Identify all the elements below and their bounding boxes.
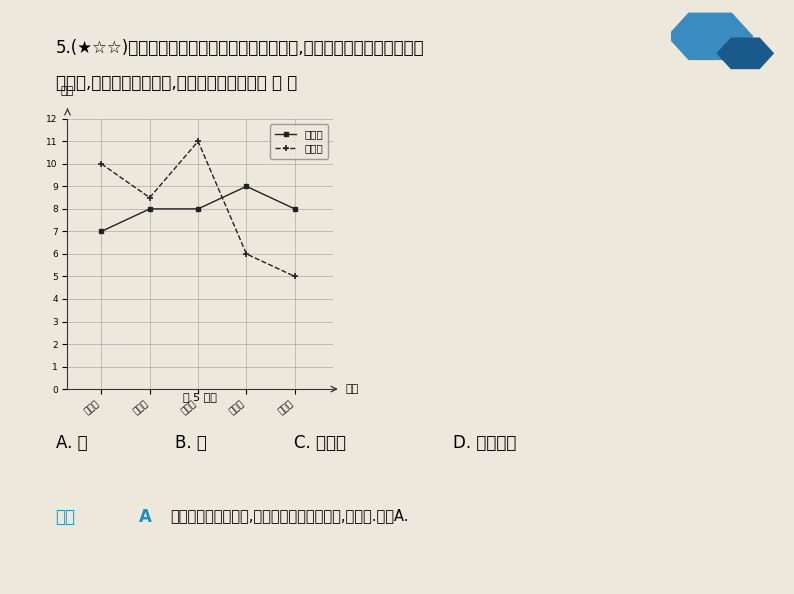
甲队员 xyxy=(97,228,106,235)
Text: 次测试,测试成绩如图所示,则成绩更稳定的是（ Ａ ）: 次测试,测试成绩如图所示,则成绩更稳定的是（ Ａ ） xyxy=(56,74,297,92)
甲队员 xyxy=(193,206,202,213)
Text: 观察题中统计图可知,甲队员的成绩波动较小,较稳定.故选A.: 观察题中统计图可知,甲队员的成绩波动较小,较稳定.故选A. xyxy=(171,508,409,523)
Text: 成绩: 成绩 xyxy=(61,86,74,96)
乙队员 xyxy=(145,194,155,201)
Text: 5.(★☆☆)某队要从两名队员中选取一名参加比赛,为此对这两名队员进行了五: 5.(★☆☆)某队要从两名队员中选取一名参加比赛,为此对这两名队员进行了五 xyxy=(56,39,424,56)
Text: A: A xyxy=(139,508,152,526)
Line: 乙队员: 乙队员 xyxy=(98,138,299,280)
Text: A. 甲: A. 甲 xyxy=(56,434,87,451)
Text: 第 5 题图: 第 5 题图 xyxy=(183,392,217,402)
Line: 甲队员: 甲队员 xyxy=(99,184,297,234)
乙队员 xyxy=(97,160,106,168)
Text: D. 不能确定: D. 不能确定 xyxy=(453,434,516,451)
乙队员 xyxy=(241,250,251,257)
Text: C. 都一样: C. 都一样 xyxy=(294,434,345,451)
甲队员 xyxy=(290,206,299,213)
Text: 解析: 解析 xyxy=(56,508,75,526)
Legend: 甲队员, 乙队员: 甲队员, 乙队员 xyxy=(270,124,328,159)
乙队员 xyxy=(193,138,202,145)
乙队员 xyxy=(290,273,299,280)
Text: 次序: 次序 xyxy=(345,384,359,394)
甲队员 xyxy=(145,206,155,213)
甲队员 xyxy=(241,183,251,190)
Text: B. 乙: B. 乙 xyxy=(175,434,206,451)
